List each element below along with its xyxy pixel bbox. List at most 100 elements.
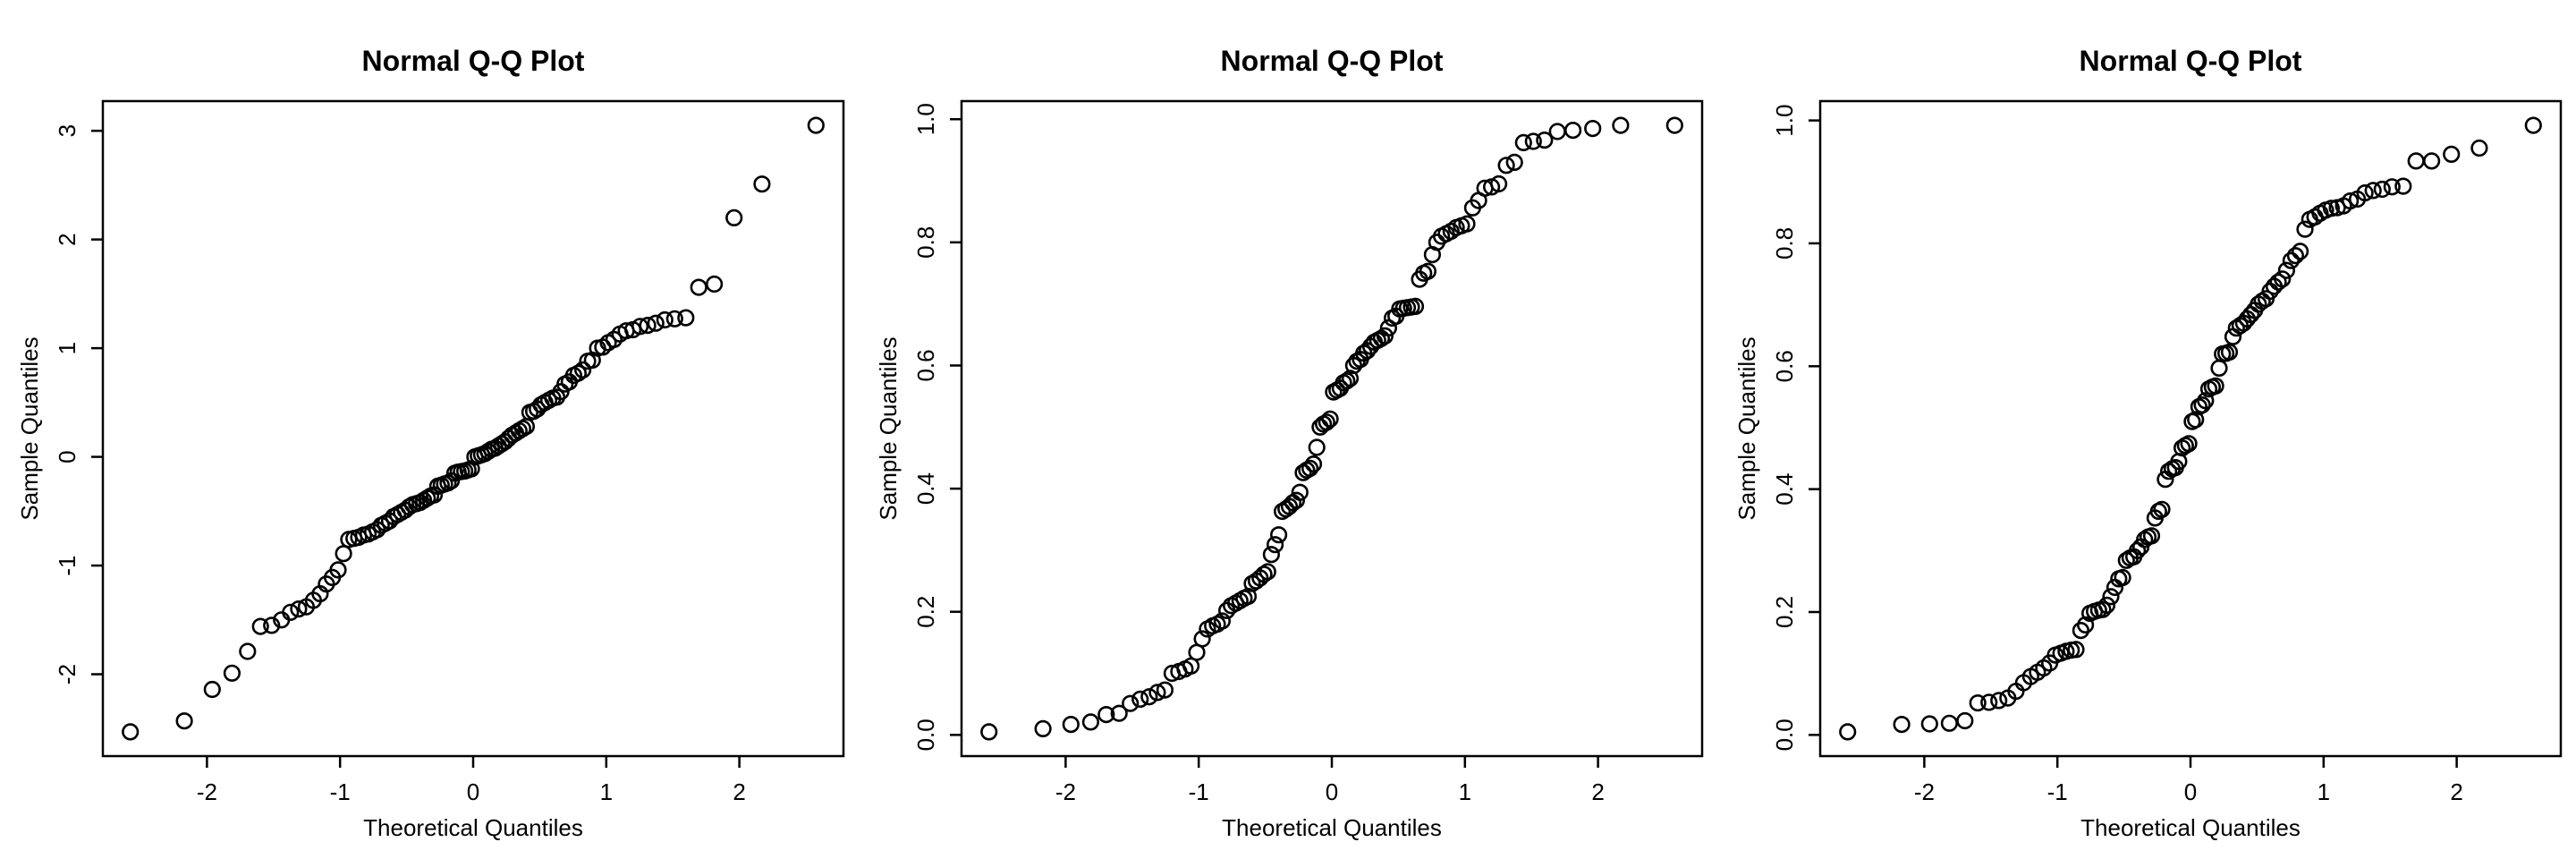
x-tick-label: 0: [467, 778, 479, 805]
qq-plot-panel-2: Normal Q-Q Plot Theoretical Quantiles Sa…: [859, 0, 1717, 859]
data-point: [2102, 588, 2120, 606]
qq-plot-canvas-2: Normal Q-Q Plot Theoretical Quantiles Sa…: [875, 45, 1704, 841]
x-axis-label: Theoretical Quantiles: [2080, 814, 2301, 841]
data-point: [1301, 459, 1319, 478]
x-tick-label: 2: [1591, 778, 1604, 805]
data-points: [122, 116, 825, 741]
data-point: [2097, 596, 2116, 615]
y-tick-label: 0.4: [1771, 473, 1798, 506]
x-tick-label: -2: [1055, 778, 1076, 805]
data-point: [2180, 435, 2198, 453]
y-tick-label: 0.4: [912, 472, 939, 505]
y-tick-label: 3: [54, 124, 80, 137]
data-point: [329, 561, 347, 579]
data-point: [569, 364, 588, 382]
data-point: [1536, 132, 1554, 149]
y-axis-label: Sample Quantiles: [16, 336, 43, 520]
data-point: [1081, 713, 1099, 731]
data-point: [1940, 714, 1958, 732]
y-tick-label: 1: [54, 342, 80, 354]
data-point: [1034, 719, 1052, 738]
data-point: [1291, 483, 1309, 501]
data-point: [1505, 153, 1523, 171]
y-tick-label: 0.8: [1771, 227, 1798, 259]
data-point: [1514, 133, 1532, 151]
chart-title: Normal Q-Q Plot: [2080, 45, 2302, 77]
data-point: [2286, 247, 2305, 265]
data-point: [2142, 527, 2161, 545]
data-point: [1524, 132, 1542, 150]
data-point: [1193, 630, 1211, 648]
data-point: [647, 314, 665, 332]
y-tick-label: 0.2: [1771, 596, 1798, 628]
data-point: [1308, 438, 1326, 456]
data-point: [2153, 500, 2171, 518]
data-points: [1839, 116, 2542, 741]
data-point: [573, 361, 592, 379]
x-tick-label: -1: [1189, 778, 1209, 805]
data-point: [2269, 273, 2287, 291]
data-point: [1920, 715, 1938, 733]
y-tick-label: -2: [54, 664, 80, 685]
plot-area: -2 -1 0 1 2 -2 -1 0 1 2 3: [54, 99, 845, 805]
y-tick-label: -1: [54, 555, 80, 575]
data-point: [2296, 220, 2314, 238]
x-tick-label: -1: [2047, 778, 2068, 805]
x-tick-label: 2: [2450, 778, 2462, 805]
data-points: [980, 116, 1683, 741]
data-point: [1258, 563, 1276, 581]
data-point: [251, 617, 269, 635]
data-point: [1839, 723, 1857, 741]
data-point: [2067, 641, 2085, 659]
data-point: [1376, 327, 1394, 345]
data-point: [2224, 327, 2242, 345]
data-point: [2077, 616, 2095, 634]
chart-title: Normal Q-Q Plot: [362, 45, 585, 77]
data-point: [1267, 536, 1284, 554]
data-point: [462, 460, 480, 478]
data-point: [1156, 681, 1174, 699]
x-tick-label: -1: [330, 778, 351, 805]
data-point: [2291, 242, 2309, 260]
x-axis-label: Theoretical Quantiles: [363, 814, 583, 841]
data-point: [1287, 491, 1306, 509]
data-point: [1338, 372, 1356, 390]
data-point: [1097, 705, 1115, 724]
data-point: [639, 317, 657, 335]
data-point: [1148, 684, 1166, 702]
data-point: [263, 617, 281, 634]
y-tick-label: 2: [54, 233, 80, 245]
data-point: [1262, 546, 1281, 564]
data-point: [1956, 711, 1974, 730]
data-point: [705, 275, 724, 293]
data-point: [1255, 566, 1273, 583]
data-point: [2373, 180, 2391, 199]
x-tick-label: -2: [197, 778, 217, 805]
qq-plot-canvas-1: Normal Q-Q Plot Theoretical Quantiles Sa…: [16, 45, 845, 841]
x-tick-label: 1: [2318, 778, 2330, 805]
qq-plot-canvas-3: Normal Q-Q Plot Theoretical Quantiles Sa…: [1733, 45, 2563, 841]
y-tick-label: 0.2: [912, 596, 939, 628]
data-point: [1140, 688, 1158, 706]
chart-title: Normal Q-Q Plot: [1221, 45, 1444, 77]
data-point: [1062, 715, 1080, 734]
y-tick-label: 0.6: [912, 349, 939, 381]
x-axis-label: Theoretical Quantiles: [1222, 814, 1442, 841]
data-point: [203, 680, 221, 699]
data-point: [2207, 377, 2224, 395]
x-tick-label: 2: [733, 778, 745, 805]
data-point: [1612, 116, 1630, 134]
data-point: [335, 545, 352, 563]
data-point: [1980, 693, 1998, 711]
data-point: [725, 208, 743, 226]
data-point: [2282, 251, 2301, 269]
data-point: [1419, 262, 1437, 280]
data-point: [690, 278, 708, 296]
plot-area: -2 -1 0 1 2 0.0 0.2 0.4 0.6 0.8 1.0: [1771, 99, 2563, 805]
y-axis-label: Sample Quantiles: [875, 336, 902, 520]
data-point: [1270, 526, 1288, 544]
data-point: [2210, 359, 2228, 378]
data-point: [2407, 152, 2425, 170]
x-tick-label: 1: [600, 778, 613, 805]
